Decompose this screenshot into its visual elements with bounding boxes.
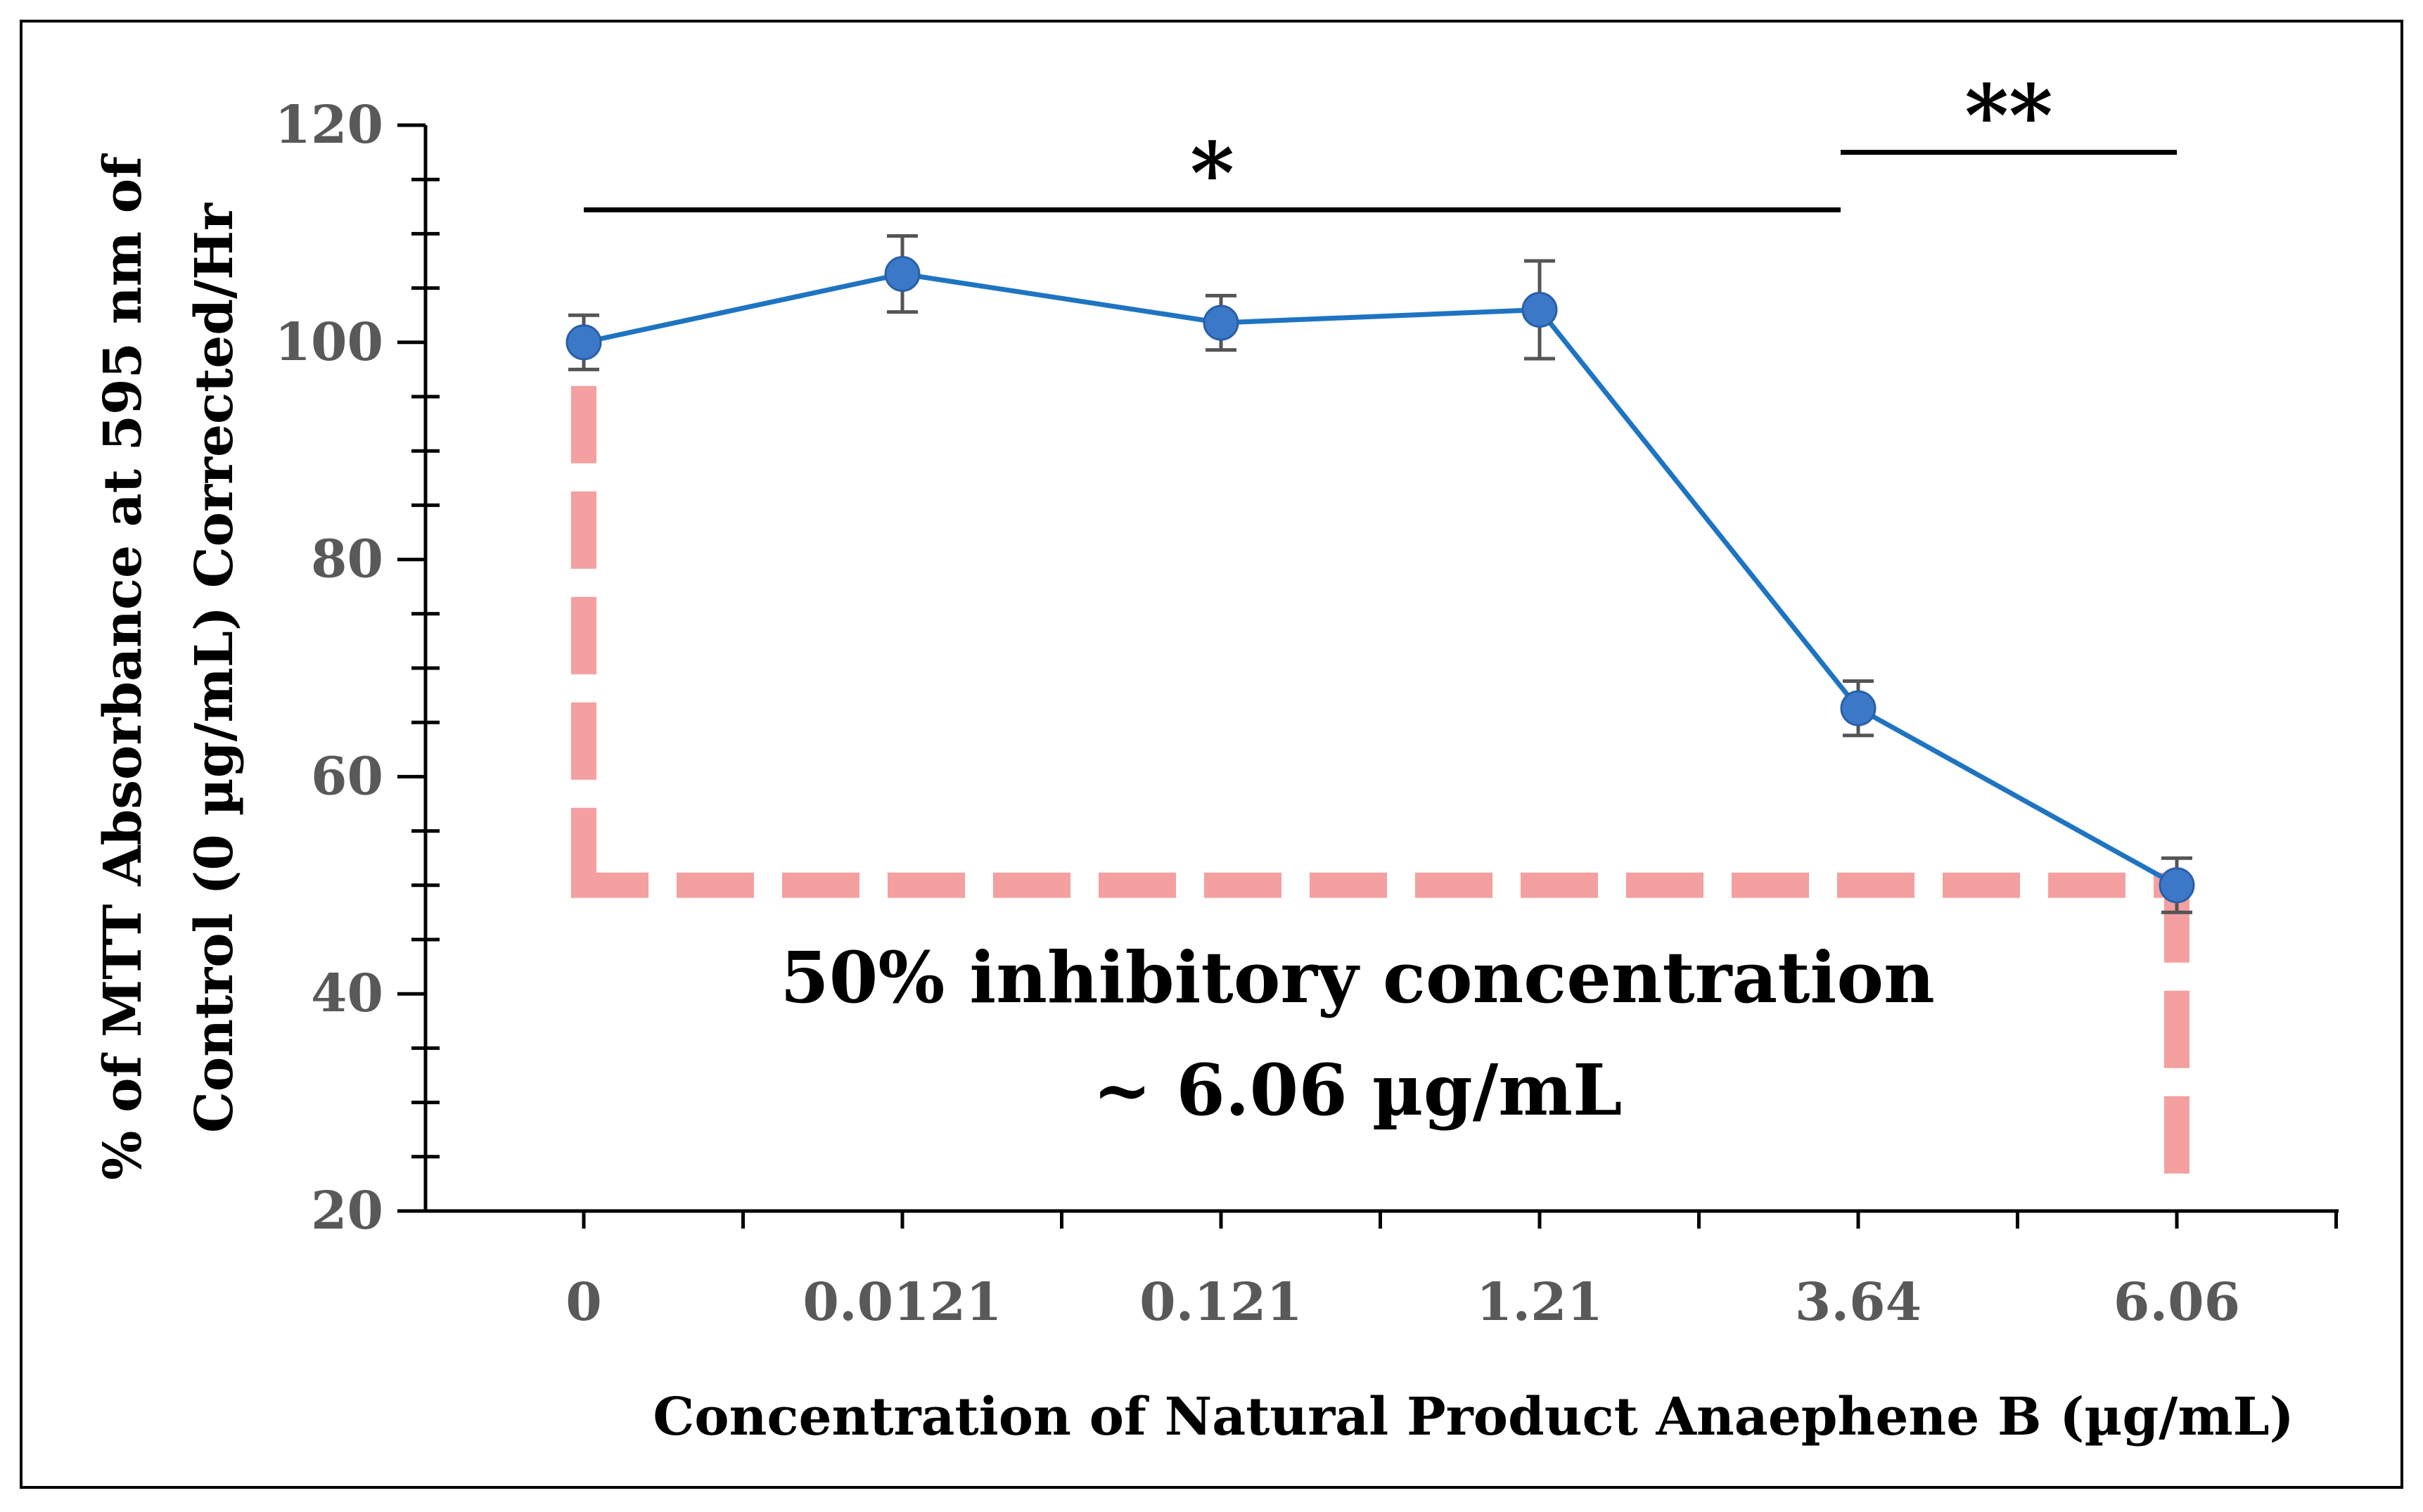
annotation-line1: 50% inhibitory concentration [780,936,1935,1019]
y-tick-label: 20 [311,1181,383,1241]
annotation-line2: ~ 6.06 µg/mL [1093,1049,1623,1132]
y-tick-label: 100 [275,312,383,373]
data-point [565,324,602,361]
data-point [1521,291,1558,328]
x-tick-label: 3.64 [1795,1272,1922,1333]
data-point [2159,867,2195,904]
x-tick-label: 0 [565,1272,602,1333]
x-tick-label: 1.21 [1476,1272,1603,1333]
significance-label: ** [1964,67,2053,166]
plot-layer: 20 40 60 80 100 120 0 0.0121 0.121 1.21 3.64 6.06 Co… [93,67,2339,1447]
figure-frame [20,20,2403,1489]
y-tick-label: 80 [311,530,383,590]
x-tick-label: 0.121 [1139,1272,1303,1333]
y-axis-title-line2: Control (0 µg/mL) Corrected/Hr [184,203,245,1133]
data-point [884,256,921,293]
data-point [1840,690,1877,726]
y-tick-label: 60 [311,746,383,807]
series-line [583,271,2178,888]
x-axis-title: Concentration of Natural Product Anaephe… [653,1387,2294,1447]
x-tick-label: 0.0121 [803,1272,1002,1333]
y-tick-label: 40 [311,963,383,1024]
data-point [1203,305,1239,341]
y-tick-label: 120 [275,95,383,155]
significance-label: * [1190,124,1234,223]
x-tick-label: 6.06 [2114,1272,2240,1333]
y-axis-title-line1: % of MTT Absorbance at 595 nm of [93,153,153,1180]
